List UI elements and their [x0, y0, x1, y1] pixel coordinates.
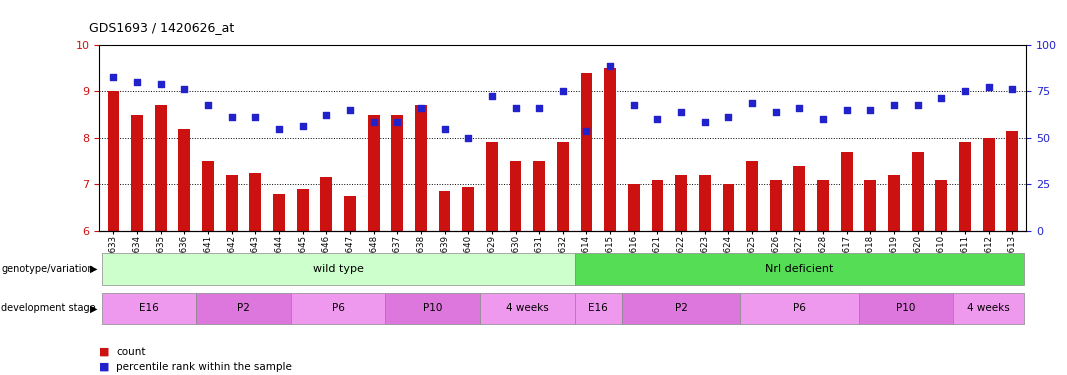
- Point: [555, 88, 572, 94]
- Bar: [1006, 131, 1018, 231]
- Bar: [557, 142, 569, 231]
- Bar: [510, 161, 522, 231]
- Point: [318, 112, 335, 118]
- Bar: [959, 142, 971, 231]
- Bar: [485, 142, 498, 231]
- Text: wild type: wild type: [313, 264, 364, 274]
- Point: [128, 79, 145, 85]
- Point: [791, 105, 808, 111]
- Point: [460, 135, 477, 141]
- Point: [720, 114, 737, 120]
- Text: P10: P10: [423, 303, 443, 313]
- Bar: [769, 180, 782, 231]
- Bar: [911, 152, 924, 231]
- Text: count: count: [116, 347, 146, 357]
- Text: ■: ■: [99, 347, 110, 357]
- Bar: [392, 115, 403, 231]
- Text: 4 weeks: 4 weeks: [967, 303, 1010, 313]
- Point: [483, 93, 500, 99]
- Bar: [415, 105, 427, 231]
- Bar: [675, 175, 687, 231]
- Bar: [131, 115, 143, 231]
- Point: [246, 114, 264, 120]
- Point: [105, 75, 122, 81]
- Text: P6: P6: [332, 303, 345, 313]
- Point: [200, 102, 217, 108]
- Text: development stage: development stage: [1, 303, 96, 313]
- Bar: [273, 194, 285, 231]
- Bar: [202, 161, 214, 231]
- Point: [839, 107, 856, 113]
- Point: [767, 109, 784, 115]
- Text: P6: P6: [793, 303, 806, 313]
- Text: ▶: ▶: [90, 303, 97, 313]
- Bar: [652, 180, 664, 231]
- Bar: [226, 175, 238, 231]
- Bar: [250, 172, 261, 231]
- Text: P10: P10: [896, 303, 915, 313]
- Bar: [580, 73, 592, 231]
- Bar: [604, 68, 616, 231]
- Point: [436, 126, 453, 132]
- Point: [341, 107, 359, 113]
- Bar: [534, 161, 545, 231]
- Point: [530, 105, 547, 111]
- Bar: [344, 196, 356, 231]
- Bar: [297, 189, 308, 231]
- Point: [365, 118, 382, 124]
- Text: P2: P2: [674, 303, 687, 313]
- Bar: [888, 175, 899, 231]
- Point: [578, 128, 595, 134]
- Point: [697, 118, 714, 124]
- Bar: [699, 175, 711, 231]
- Text: percentile rank within the sample: percentile rank within the sample: [116, 362, 292, 372]
- Point: [933, 95, 950, 101]
- Point: [507, 105, 524, 111]
- Text: genotype/variation: genotype/variation: [1, 264, 94, 274]
- Point: [956, 88, 973, 94]
- Point: [294, 123, 312, 129]
- Point: [270, 126, 287, 132]
- Point: [176, 86, 193, 92]
- Point: [981, 84, 998, 90]
- Bar: [746, 161, 758, 231]
- Point: [1004, 86, 1021, 92]
- Bar: [155, 105, 166, 231]
- Point: [602, 63, 619, 69]
- Point: [862, 107, 879, 113]
- Text: 4 weeks: 4 weeks: [506, 303, 548, 313]
- Text: Nrl deficient: Nrl deficient: [765, 264, 833, 274]
- Bar: [983, 138, 994, 231]
- Point: [223, 114, 240, 120]
- Bar: [817, 180, 829, 231]
- Bar: [320, 177, 332, 231]
- Bar: [368, 115, 380, 231]
- Bar: [108, 92, 120, 231]
- Text: E16: E16: [588, 303, 608, 313]
- Text: P2: P2: [237, 303, 250, 313]
- Bar: [864, 180, 876, 231]
- Bar: [178, 129, 190, 231]
- Point: [412, 105, 429, 111]
- Point: [886, 102, 903, 108]
- Bar: [627, 184, 640, 231]
- Point: [909, 102, 926, 108]
- Bar: [841, 152, 853, 231]
- Point: [814, 116, 831, 122]
- Text: GDS1693 / 1420626_at: GDS1693 / 1420626_at: [89, 21, 234, 34]
- Point: [649, 116, 666, 122]
- Point: [388, 118, 405, 124]
- Point: [744, 100, 761, 106]
- Point: [153, 81, 170, 87]
- Text: ▶: ▶: [90, 264, 97, 274]
- Point: [672, 109, 689, 115]
- Point: [625, 102, 642, 108]
- Text: E16: E16: [139, 303, 159, 313]
- Bar: [936, 180, 947, 231]
- Bar: [722, 184, 734, 231]
- Bar: [462, 186, 474, 231]
- Text: ■: ■: [99, 362, 110, 372]
- Bar: [794, 166, 806, 231]
- Bar: [439, 191, 450, 231]
